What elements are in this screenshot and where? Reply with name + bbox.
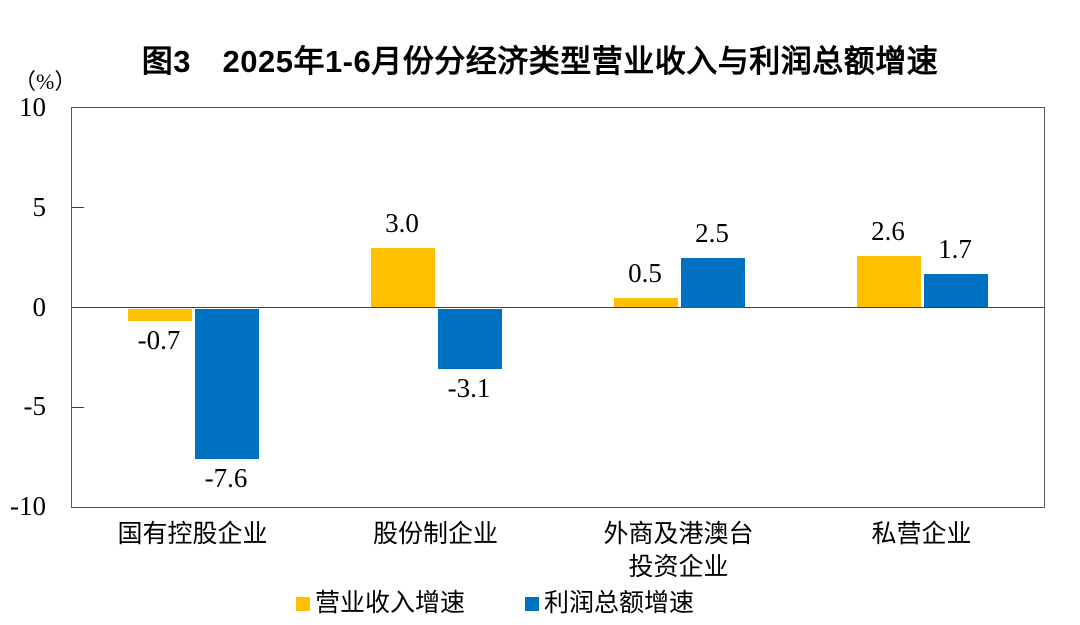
y-tick-mark	[72, 207, 84, 209]
legend-item-revenue-growth: 营业收入增速	[296, 590, 465, 618]
bar-revenue-growth-3	[857, 255, 921, 308]
bar-value-label: 0.5	[628, 257, 662, 288]
x-category-label-3: 私营企业	[871, 521, 972, 548]
x-category-label-0: 国有控股企业	[117, 521, 268, 548]
y-axis-unit-label: （%）	[14, 69, 77, 94]
bar-profit-growth-1	[438, 308, 502, 370]
bar-value-label: 2.6	[871, 215, 905, 246]
legend-swatch-profit-growth	[525, 597, 540, 611]
y-tick-label: 5	[32, 191, 47, 222]
chart-title: 图3 2025年1-6月份分经济类型营业收入与利润总额增速	[141, 44, 939, 79]
legend: 营业收入增速 利润总额增速	[296, 590, 694, 618]
plot-area	[71, 107, 1045, 508]
bar-value-label: -7.6	[204, 463, 248, 494]
bar-revenue-growth-0	[128, 308, 192, 322]
zero-axis-line	[72, 307, 1044, 308]
bar-value-label: 1.7	[938, 233, 972, 264]
y-tick-label: 0	[32, 291, 47, 322]
legend-item-profit-growth: 利润总额增速	[525, 590, 694, 618]
y-tick-label: -5	[23, 391, 47, 422]
bar-value-label: 3.0	[385, 207, 419, 238]
x-category-label-2: 外商及港澳台 投资企业	[603, 521, 754, 581]
legend-label-revenue-growth: 营业收入增速	[315, 590, 466, 617]
legend-label-profit-growth: 利润总额增速	[544, 590, 695, 617]
y-tick-mark	[72, 406, 84, 408]
bar-profit-growth-2	[681, 257, 745, 308]
bar-revenue-growth-1	[371, 247, 435, 308]
bar-profit-growth-0	[195, 308, 259, 460]
x-category-label-1: 股份制企业	[372, 521, 498, 548]
y-tick-label: 10	[19, 92, 46, 122]
bar-value-label: -0.7	[137, 325, 181, 356]
bar-value-label: -3.1	[447, 373, 491, 404]
legend-swatch-revenue-growth	[296, 597, 310, 611]
bar-value-label: 2.5	[695, 217, 729, 248]
y-tick-label: -10	[10, 491, 46, 521]
bar-revenue-growth-2	[614, 297, 678, 308]
bar-profit-growth-3	[924, 273, 988, 308]
